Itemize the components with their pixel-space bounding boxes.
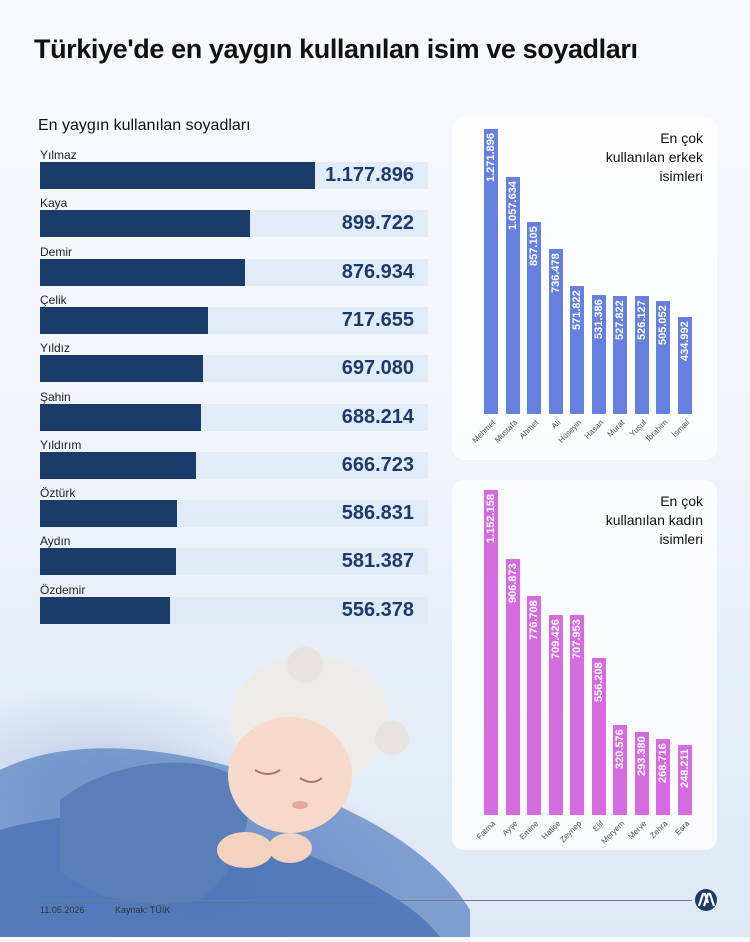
surname-label: Çelik — [40, 292, 67, 307]
surname-row: Özdemir 556.378 — [40, 583, 428, 629]
footer-date: 11.05.2026 — [40, 905, 85, 915]
female-title-line3: isimleri — [659, 531, 703, 547]
female-bar — [484, 490, 498, 815]
surname-value-label: 666.723 — [341, 453, 414, 476]
female-title-line1: En çok — [660, 493, 703, 509]
male-names-panel: En çok kullanılan erkek isimleri 1.271.8… — [452, 117, 717, 460]
surname-row: Yılmaz 1.177.896 — [40, 148, 428, 194]
surname-label: Yıldırım — [40, 437, 82, 452]
surname-value-label: 717.655 — [341, 308, 414, 331]
surname-value-label: 697.080 — [341, 357, 414, 380]
surname-bar — [40, 210, 251, 238]
surname-row: Çelik 717.655 — [40, 293, 428, 339]
male-bar — [505, 177, 520, 414]
surname-bar — [40, 403, 201, 431]
female-value-label: 268.716 — [657, 743, 669, 784]
female-bar — [505, 559, 520, 815]
male-title-line1: En çok — [660, 130, 703, 146]
male-value-label: 527.822 — [614, 299, 626, 340]
female-value-label: 320.576 — [614, 728, 626, 769]
male-value-label: 1.271.896 — [485, 133, 497, 182]
surname-label: Özdemir — [40, 582, 86, 597]
male-bar — [484, 129, 498, 414]
female-value-label: 248.211 — [678, 748, 691, 788]
male-bar — [656, 300, 670, 414]
male-value-label: 505.052 — [657, 305, 669, 345]
surname-label: Demir — [40, 244, 72, 259]
surname-chart-title: En yaygın kullanılan soyadları — [38, 117, 251, 134]
baby-photo — [0, 610, 470, 937]
surname-value-label: 581.387 — [341, 550, 414, 573]
surname-value-label: 556.378 — [341, 598, 414, 621]
female-bar — [570, 615, 584, 815]
surname-row: Demir 876.934 — [40, 245, 428, 291]
female-value-label: 293.380 — [635, 736, 648, 777]
female-bar — [677, 744, 692, 815]
male-bar — [677, 316, 692, 414]
female-names-panel: En çok kullanılan kadın isimleri 1.152.1… — [452, 480, 717, 850]
footer-source: Kaynak: TÜİK — [115, 905, 171, 915]
surname-value-label: 688.214 — [341, 405, 414, 428]
surname-bar — [40, 548, 176, 576]
male-bar — [527, 221, 541, 414]
male-chart-title: En çok kullanılan erkek isimleri — [606, 129, 703, 186]
surname-label: Öztürk — [40, 486, 76, 501]
surname-row: Yıldırım 666.723 — [40, 438, 428, 484]
female-value-label: 1.152.158 — [485, 494, 497, 543]
male-bar — [570, 285, 584, 414]
surname-label: Aydın — [40, 534, 71, 549]
surname-value-label: 1.177.896 — [325, 164, 414, 186]
female-value-label: 556.208 — [592, 662, 605, 703]
surname-bar — [40, 500, 178, 528]
female-bar — [634, 732, 649, 815]
female-bar — [591, 658, 606, 815]
surname-label: Kaya — [40, 196, 68, 211]
surname-row: Şahin 688.214 — [40, 390, 428, 436]
male-bar — [548, 248, 563, 414]
male-value-label: 531.386 — [592, 299, 605, 339]
surname-bar — [40, 355, 203, 383]
female-bar — [527, 595, 541, 815]
page-title: Türkiye'de en yaygın kullanılan isim ve … — [34, 34, 638, 64]
surname-bar — [40, 162, 316, 189]
female-chart-title: En çok kullanılan kadın isimleri — [606, 492, 703, 549]
male-bar — [591, 294, 606, 414]
male-title-line2: kullanılan erkek — [605, 149, 703, 165]
female-value-label: 776.708 — [528, 600, 540, 640]
surname-bar — [40, 451, 196, 479]
male-value-label: 1.057.634 — [506, 181, 519, 230]
female-value-label: 906.873 — [506, 563, 519, 604]
male-title-line3: isimleri — [659, 168, 703, 184]
female-value-label: 709.426 — [549, 619, 562, 659]
female-bar — [613, 724, 627, 815]
surname-bar — [40, 258, 245, 286]
male-value-label: 736.478 — [549, 253, 562, 293]
male-bar — [613, 295, 627, 414]
male-value-label: 857.105 — [528, 226, 540, 266]
surname-label: Şahin — [40, 389, 71, 404]
sleeping-baby-illustration — [0, 647, 470, 937]
male-value-label: 526.127 — [635, 300, 648, 341]
surname-value-label: 876.934 — [341, 260, 414, 283]
surname-value-label: 586.831 — [341, 502, 414, 525]
surname-row: Aydın 581.387 — [40, 534, 428, 580]
female-title-line2: kullanılan kadın — [605, 512, 703, 528]
male-value-label: 434.992 — [678, 320, 691, 361]
surname-row: Öztürk 586.831 — [40, 486, 428, 532]
aa-logo — [695, 889, 717, 911]
surname-label: Yılmaz — [40, 148, 77, 162]
male-bar — [634, 296, 649, 414]
female-value-label: 707.953 — [571, 619, 583, 660]
surname-row: Yıldız 697.080 — [40, 341, 428, 387]
surname-label: Yıldız — [40, 341, 71, 356]
male-value-label: 571.822 — [571, 290, 583, 330]
footer-divider — [34, 900, 692, 901]
female-bar — [548, 614, 563, 815]
surname-bar — [40, 596, 170, 624]
surname-row: Kaya 899.722 — [40, 196, 428, 242]
surname-bar — [40, 306, 208, 334]
female-bar — [656, 739, 670, 815]
surname-value-label: 899.722 — [341, 212, 414, 235]
